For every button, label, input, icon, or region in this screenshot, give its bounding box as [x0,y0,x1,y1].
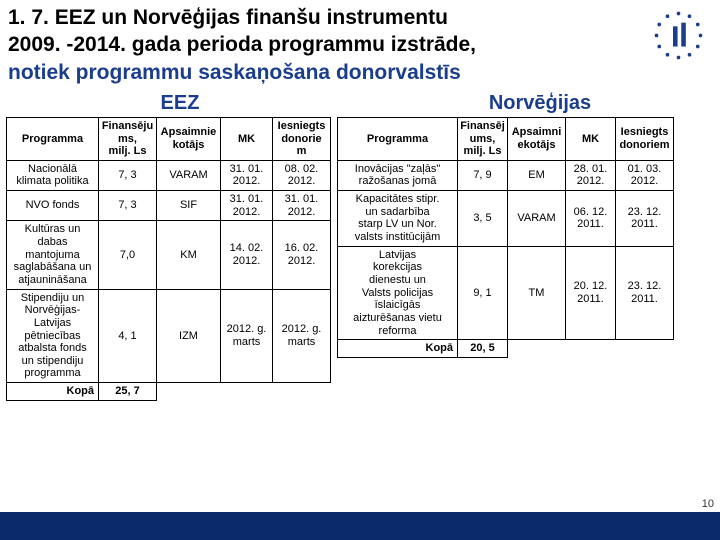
left-table-wrap: Programma Finansējums,milj. Ls Apsaimnie… [6,117,331,401]
cell-mk: 06. 12.2011. [566,191,616,247]
total-empty [221,383,273,401]
th-don: Iesniegtsdonoriem [616,117,674,160]
cell-aps: TM [508,246,566,339]
cell-aps: KM [157,221,221,289]
cell-prog: Latvijaskorekcijasdienestu unValsts poli… [338,246,458,339]
th-don: Iesniegtsdonoriem [273,117,331,160]
tables-container: Programma Finansējums,milj. Ls Apsaimnie… [0,117,720,401]
cell-mk: 28. 01.2012. [566,160,616,190]
cell-aps: VARAM [508,191,566,247]
cell-prog: Kultūras undabasmantojumasaglabāšana una… [7,221,99,289]
page-number: 10 [702,498,714,510]
cell-don: 08. 02.2012. [273,160,331,190]
th-aps: Apsaimniekotājs [508,117,566,160]
cell-don: 2012. g.marts [273,289,331,382]
cell-fin: 4, 1 [99,289,157,382]
cell-prog: Inovācijas "zaļās"ražošanas jomā [338,160,458,190]
cell-aps: IZM [157,289,221,382]
total-empty [508,340,566,358]
table-total-row: Kopā25, 7 [7,383,331,401]
cell-mk: 31. 01.2012. [221,191,273,221]
table-row: Latvijaskorekcijasdienestu unValsts poli… [338,246,674,339]
th-mk: MK [221,117,273,160]
th-programma: Programma [338,117,458,160]
total-label: Kopā [338,340,458,358]
cell-mk: 14. 02.2012. [221,221,273,289]
total-value: 25, 7 [99,383,157,401]
total-value: 20, 5 [458,340,508,358]
total-empty [157,383,221,401]
cell-fin: 7, 9 [458,160,508,190]
title-line-2: 2009. -2014. gada perioda programmu izst… [8,33,476,56]
cell-don: 23. 12.2011. [616,246,674,339]
title-line-3: notiek programmu saskaņošana donorvalstī… [8,61,461,84]
cell-fin: 7,0 [99,221,157,289]
table-header-row: Programma Finansējums,milj. Ls Apsaimnie… [7,117,331,160]
left-table: Programma Finansējums,milj. Ls Apsaimnie… [6,117,331,401]
table-row: Stipendiju unNorvēģijas-Latvijaspētniecī… [7,289,331,382]
total-label: Kopā [7,383,99,401]
cell-prog: Stipendiju unNorvēģijas-Latvijaspētniecī… [7,289,99,382]
right-tbody: Inovācijas "zaļās"ražošanas jomā7, 9EM28… [338,160,674,357]
table-row: NVO fonds7, 3SIF31. 01.2012.31. 01.2012. [7,191,331,221]
cell-mk: 2012. g.marts [221,289,273,382]
cell-don: 16. 02.2012. [273,221,331,289]
eu-stars-icon [651,8,706,63]
cell-fin: 3, 5 [458,191,508,247]
cell-prog: Kapacitātes stipr.un sadarbībastarp LV u… [338,191,458,247]
th-mk: MK [566,117,616,160]
page-title: 1. 7. EEZ un Norvēģijas finanšu instrume… [8,4,712,86]
cell-don: 31. 01.2012. [273,191,331,221]
cell-don: 23. 12.2011. [616,191,674,247]
cell-mk: 20. 12.2011. [566,246,616,339]
cell-fin: 7, 3 [99,191,157,221]
cell-mk: 31. 01.2012. [221,160,273,190]
th-fin: Finansējums,milj. Ls [458,117,508,160]
cell-prog: Nacionālāklimata politika [7,160,99,190]
total-empty [616,340,674,358]
page-root: 1. 7. EEZ un Norvēģijas finanšu instrume… [0,0,720,540]
right-table: Programma Finansējums,milj. Ls Apsaimnie… [337,117,674,358]
table-row: Kapacitātes stipr.un sadarbībastarp LV u… [338,191,674,247]
cell-aps: SIF [157,191,221,221]
left-tbody: Nacionālāklimata politika7, 3VARAM31. 01… [7,160,331,400]
section-title-norway: Norvēģijas [360,92,720,115]
table-header-row: Programma Finansējums,milj. Ls Apsaimnie… [338,117,674,160]
th-programma: Programma [7,117,99,160]
table-row: Inovācijas "zaļās"ražošanas jomā7, 9EM28… [338,160,674,190]
total-empty [566,340,616,358]
cell-aps: EM [508,160,566,190]
header: 1. 7. EEZ un Norvēģijas finanšu instrume… [0,0,720,86]
right-table-wrap: Programma Finansējums,milj. Ls Apsaimnie… [337,117,674,401]
table-row: Kultūras undabasmantojumasaglabāšana una… [7,221,331,289]
footer-bar [0,512,720,540]
cell-don: 01. 03.2012. [616,160,674,190]
cell-aps: VARAM [157,160,221,190]
section-title-eez: EEZ [0,92,360,115]
section-titles: EEZ Norvēģijas [0,92,720,115]
title-line-1: 1. 7. EEZ un Norvēģijas finanšu instrume… [8,6,448,29]
table-row: Nacionālāklimata politika7, 3VARAM31. 01… [7,160,331,190]
cell-fin: 9, 1 [458,246,508,339]
cell-prog: NVO fonds [7,191,99,221]
total-empty [273,383,331,401]
th-fin: Finansējums,milj. Ls [99,117,157,160]
table-total-row: Kopā20, 5 [338,340,674,358]
cell-fin: 7, 3 [99,160,157,190]
th-aps: Apsaimniekotājs [157,117,221,160]
